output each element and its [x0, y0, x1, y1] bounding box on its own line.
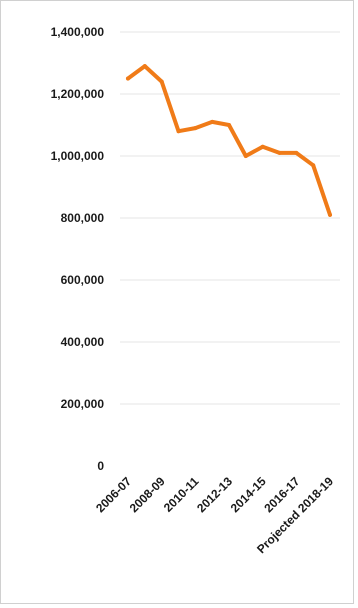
- data-point: [126, 76, 130, 81]
- x-tick-label: 2012-13: [194, 474, 235, 515]
- x-tick-label: 2006-07: [93, 474, 134, 515]
- series-line: [126, 64, 332, 217]
- y-tick-label: 1,000,000: [51, 149, 105, 163]
- x-axis-ticks: 2006-072008-092010-112012-132014-152016-…: [93, 474, 336, 556]
- y-tick-label: 0: [97, 459, 104, 473]
- series-layer: [126, 64, 332, 217]
- data-point: [260, 144, 265, 149]
- data-point: [243, 154, 248, 158]
- y-tick-label: 1,200,000: [51, 87, 105, 101]
- data-point: [142, 64, 147, 69]
- y-tick-label: 1,400,000: [51, 25, 105, 39]
- y-tick-label: 800,000: [61, 211, 105, 225]
- data-point: [159, 79, 164, 84]
- data-point: [227, 123, 231, 127]
- grid-layer: [120, 31, 340, 405]
- y-axis-ticks: 0 200,000 400,000 600,000 800,000 1,000,000 1,…: [51, 25, 105, 473]
- data-point: [193, 126, 198, 131]
- x-tick-label: 2010-11: [161, 474, 202, 515]
- data-point: [176, 129, 181, 134]
- x-tick-label: 2014-15: [228, 474, 269, 515]
- data-point: [328, 212, 332, 217]
- y-tick-label: 400,000: [61, 335, 105, 349]
- data-point: [294, 150, 299, 155]
- data-point: [277, 150, 282, 155]
- y-tick-label: 600,000: [61, 273, 105, 287]
- y-tick-label: 200,000: [61, 397, 105, 411]
- data-point: [210, 119, 215, 124]
- x-tick-label: 2008-09: [127, 474, 168, 515]
- data-point: [311, 163, 316, 168]
